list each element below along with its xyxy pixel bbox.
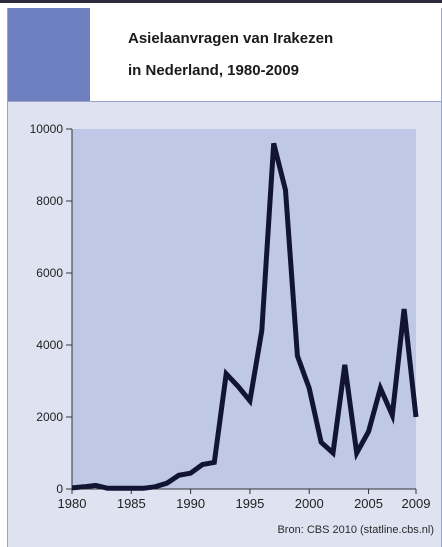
title-line-2: in Nederland, 1980-2009 (128, 62, 299, 79)
x-tick-label: 1990 (176, 496, 205, 511)
y-tick-label: 6000 (36, 266, 63, 280)
y-tick-label: 4000 (36, 338, 63, 352)
y-tick-label: 0 (56, 482, 63, 496)
x-tick-label: 2000 (295, 496, 324, 511)
y-tick-label: 2000 (36, 410, 63, 424)
header-divider (7, 101, 442, 102)
y-tick-label: 10000 (30, 122, 64, 136)
title-area: Asielaanvragen van Irakezen in Nederland… (90, 8, 442, 101)
frame-left-line (7, 8, 8, 547)
data-line (71, 142, 419, 491)
x-tick-label: 2009 (402, 496, 431, 511)
x-tick-label: 1980 (58, 496, 87, 511)
y-tick-label: 8000 (36, 194, 63, 208)
chart-title: Asielaanvragen van Irakezen in Nederland… (128, 23, 428, 87)
accent-block (7, 8, 90, 101)
top-rule (0, 0, 442, 3)
x-tick-label: 2005 (354, 496, 383, 511)
title-line-1: Asielaanvragen van Irakezen (128, 30, 334, 47)
x-tick-label: 1995 (235, 496, 264, 511)
plot-area (72, 129, 416, 489)
x-tick-label: 1985 (117, 496, 146, 511)
source-note: Bron: CBS 2010 (statline.cbs.nl) (277, 524, 434, 536)
